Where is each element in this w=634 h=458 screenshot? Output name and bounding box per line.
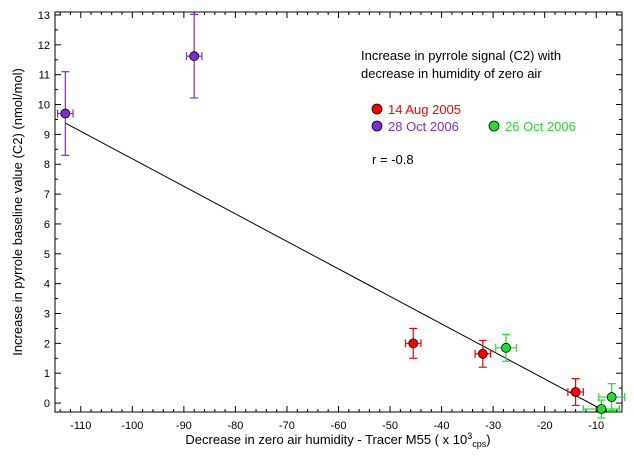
- data-point: [582, 399, 621, 419]
- y-tick-label: 5: [44, 249, 50, 261]
- y-tick-label: 1: [44, 368, 50, 380]
- fit-line: [65, 122, 607, 413]
- x-axis-title-superscript: 3: [467, 431, 472, 441]
- fit-line-group: [65, 122, 607, 413]
- y-tick-label: 0: [44, 398, 50, 410]
- y-tick-label: 7: [44, 189, 50, 201]
- legend-label: 14 Aug 2005: [388, 102, 461, 117]
- legend-marker: [488, 120, 500, 132]
- y-tick-label: 9: [44, 129, 50, 141]
- data-point: [56, 71, 74, 156]
- y-tick-label: 8: [44, 159, 50, 171]
- x-axis-title-close: ): [486, 432, 490, 447]
- legend-item: 14 Aug 2005: [371, 102, 461, 117]
- y-tick-label: 12: [38, 40, 50, 52]
- point-marker: [189, 51, 200, 62]
- x-tick-label: -80: [227, 420, 243, 432]
- legend-marker: [371, 103, 383, 115]
- x-tick-label: -10: [588, 420, 604, 432]
- x-tick-label: -90: [176, 420, 192, 432]
- legend-item: 26 Oct 2006: [488, 119, 576, 134]
- y-axis-title: Increase in pyrrole baseline value (C2) …: [10, 68, 25, 356]
- x-tick-label: -50: [382, 420, 398, 432]
- point-marker: [596, 404, 607, 414]
- y-tick-label: 3: [44, 308, 50, 320]
- y-tick-label: 10: [38, 100, 50, 112]
- x-axis: -110 -100 -90 -80 -70 -60 -50 -40 -30 -20 -10: [59, 12, 618, 432]
- legend-item: 28 Oct 2006: [371, 119, 459, 134]
- y-tick-label: 4: [44, 279, 50, 291]
- y-tick-label: 2: [44, 338, 50, 350]
- x-tick-label: -40: [434, 420, 450, 432]
- chart-title-line-1: Increase in pyrrole signal (C2) with: [361, 48, 561, 63]
- x-tick-label: -30: [485, 420, 501, 432]
- point-marker: [60, 108, 71, 119]
- y-tick-label: 11: [39, 70, 50, 82]
- point-marker: [606, 392, 617, 402]
- data-point: [404, 327, 422, 359]
- x-tick-label: -100: [121, 420, 143, 432]
- data-point: [567, 377, 584, 407]
- x-axis-title: Decrease in zero air humidity - Tracer M…: [185, 431, 490, 449]
- data-point: [185, 13, 203, 99]
- legend: 14 Aug 2005 28 Oct 2006 26 Oct 2006: [371, 102, 576, 134]
- correlation-annotation: r = -0.8: [372, 152, 414, 167]
- point-marker: [408, 338, 419, 349]
- legend-label: 28 Oct 2006: [388, 119, 459, 134]
- x-tick-label: -20: [537, 420, 553, 432]
- x-tick-label: -60: [331, 420, 347, 432]
- data-point: [474, 339, 492, 368]
- point-marker: [501, 342, 511, 353]
- legend-label: 26 Oct 2006: [505, 119, 576, 134]
- x-axis-title-subscript: cps: [472, 439, 487, 449]
- y-tick-label: 6: [44, 219, 50, 231]
- point-marker: [570, 387, 581, 397]
- x-tick-label: -70: [279, 420, 295, 432]
- x-axis-title-main: Decrease in zero air humidity - Tracer M…: [185, 432, 467, 447]
- point-marker: [477, 348, 488, 359]
- plot-area: [54, 11, 623, 413]
- y-tick-label: 13: [38, 10, 50, 22]
- data-point: [598, 383, 626, 412]
- data-point: [495, 333, 517, 362]
- chart-title-line-2: decrease in humidity of zero air: [361, 66, 542, 81]
- data-points: [56, 13, 626, 419]
- legend-marker: [371, 120, 383, 132]
- x-tick-label: -110: [70, 420, 91, 432]
